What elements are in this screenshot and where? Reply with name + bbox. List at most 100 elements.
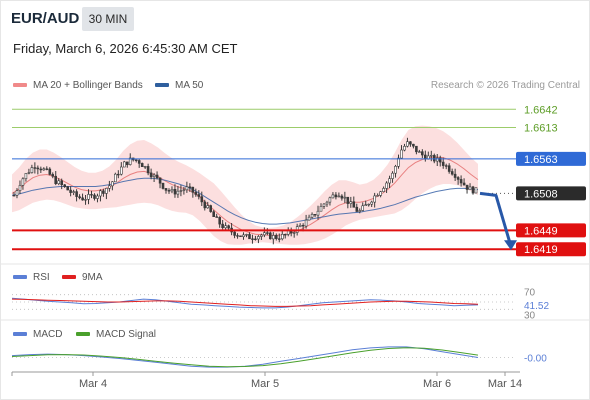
rsi-level-label: 30 (524, 310, 536, 321)
candle-body (266, 232, 269, 234)
price-levels: 1.6642 1.6613 1.6563 1.6508 1.6449 1.6419 (12, 104, 586, 257)
macd-panel: -0.00 (11, 346, 547, 368)
forecast-arrowhead (504, 240, 517, 251)
legend-swatch-icon (76, 332, 90, 337)
rsi-level-label: 70 (524, 288, 536, 299)
candle-body (164, 188, 168, 191)
time-tick-label: Mar 4 (79, 378, 107, 390)
candle-body (84, 199, 87, 201)
level-label: 1.6563 (524, 154, 558, 166)
candle-body (379, 191, 382, 196)
candle-body (313, 214, 317, 216)
candle-body (72, 191, 75, 193)
candle-body (158, 177, 162, 184)
candle-body (328, 197, 332, 203)
candle-body (90, 194, 93, 196)
candle-body (188, 186, 192, 188)
candle-body (263, 232, 266, 236)
candle-body (435, 157, 439, 162)
rsi-level-label: 41.52 (524, 301, 549, 312)
candle-body (301, 225, 305, 227)
candle-body (334, 194, 338, 198)
candle-body (209, 205, 212, 212)
candle-body (93, 194, 96, 199)
candle-body (182, 189, 186, 191)
forecast-path (479, 191, 512, 244)
candle-body (212, 211, 215, 217)
candle-body (185, 186, 189, 191)
legend-swatch-icon (13, 332, 27, 337)
candle-body (221, 223, 224, 229)
legend-label: MACD Signal (96, 329, 157, 340)
candle-body (376, 195, 379, 197)
candle-body (128, 157, 132, 165)
candle-body (239, 235, 242, 238)
candle-body (152, 174, 156, 178)
candle-body (337, 195, 341, 198)
candle-body (474, 187, 478, 194)
candle-body (194, 191, 198, 195)
candle-body (117, 173, 120, 176)
rsi-9ma-line (11, 298, 479, 307)
candle-body (215, 216, 218, 218)
legend-macd-signal: MACD Signal (76, 329, 156, 340)
candle-body (120, 166, 123, 175)
level-badge-support (516, 223, 586, 238)
candle-body (191, 186, 195, 193)
candle-body (432, 155, 436, 162)
timeframe-button[interactable]: 30 MIN (82, 7, 134, 31)
candle-body (331, 194, 335, 199)
level-label: 1.6449 (524, 225, 558, 237)
candle-body (349, 201, 353, 204)
candle-body (155, 174, 159, 179)
macd-level-label: -0.00 (524, 354, 547, 365)
candle-body (453, 173, 457, 178)
candle-body (355, 206, 359, 212)
candle-body (429, 155, 433, 157)
candle-body (197, 194, 201, 197)
candle-body (69, 189, 72, 193)
candle-body (99, 190, 102, 197)
candle-body (403, 146, 406, 151)
macd-signal-line (11, 347, 479, 368)
candle-body (102, 190, 105, 194)
candle-body (233, 231, 236, 236)
candle-body (87, 194, 90, 200)
candle-body (358, 210, 362, 212)
candle-body (42, 168, 46, 171)
candle-body (385, 182, 388, 189)
candle-body (21, 178, 25, 186)
candle-body (382, 188, 385, 192)
candle-body (78, 196, 81, 199)
candle-body (36, 167, 40, 170)
candle-body (200, 196, 204, 203)
candle-body (465, 184, 469, 190)
candle-body (304, 219, 308, 227)
candle-body (394, 166, 397, 174)
credit-text: Research © 2026 Trading Central (430, 80, 580, 91)
candle-body (176, 190, 180, 195)
candle-body (325, 201, 329, 205)
legend-label: MA 50 (175, 80, 204, 91)
candle-body (361, 205, 365, 211)
candle-body (415, 145, 418, 153)
candle-body (307, 216, 311, 221)
candle-body (248, 234, 251, 240)
candle-body (203, 201, 207, 209)
candle-body (391, 172, 394, 179)
candle-body (149, 172, 153, 178)
candle-body (388, 178, 391, 184)
candle-body (137, 160, 141, 164)
candle-body (364, 204, 368, 206)
legend-ma50: MA 50 (155, 80, 203, 91)
candle-body (18, 185, 22, 191)
candle-body (340, 195, 344, 199)
candle-body (468, 186, 472, 190)
candle-body (179, 190, 183, 192)
candle-body (60, 180, 64, 186)
candle-body (81, 197, 84, 201)
time-tick-label: Mar 5 (251, 378, 279, 390)
candle-body (274, 235, 278, 239)
